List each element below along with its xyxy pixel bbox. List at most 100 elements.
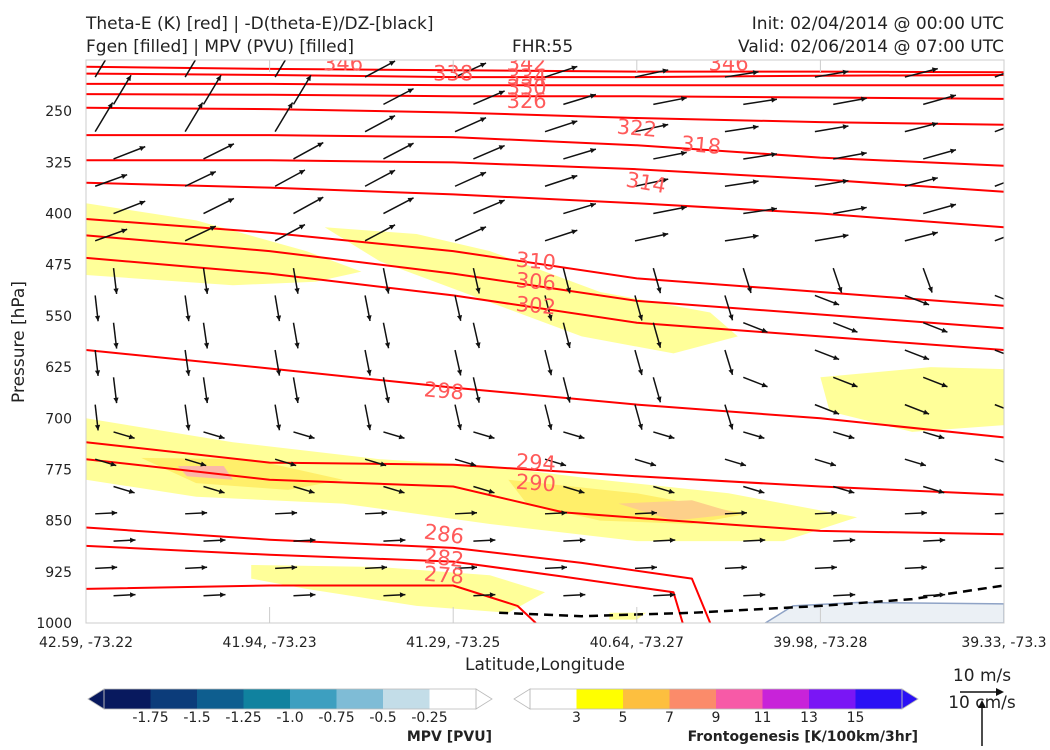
wind-vector <box>274 60 287 78</box>
wind-vector <box>563 93 597 106</box>
wind-vector-head <box>547 314 553 321</box>
wind-vector <box>994 127 1004 133</box>
wind-vector-head <box>561 564 567 571</box>
wind-vector-head <box>215 75 221 82</box>
wind-vector <box>833 97 867 106</box>
colorbar-swatch <box>669 689 717 709</box>
wind-vector-head <box>317 142 324 148</box>
wind-vector <box>383 87 414 106</box>
theta-e-contour <box>86 93 1004 100</box>
theta-e-contour <box>86 72 1004 79</box>
wind-vector <box>994 349 1004 355</box>
valid-time: Valid: 02/06/2014 @ 07:00 UTC <box>738 37 1004 57</box>
colorbar-swatch <box>290 689 337 709</box>
wind-vector <box>184 102 204 133</box>
colorbar-tick-label: 15 <box>847 710 865 726</box>
wind-vector-head <box>185 315 191 322</box>
wind-vector-head <box>941 382 948 388</box>
wind-vector-head <box>1011 565 1017 570</box>
wind-vector-head <box>771 97 777 103</box>
wind-vector-head <box>308 434 315 440</box>
theta-e-label: 322 <box>616 115 658 142</box>
theta-e-contours <box>86 65 1004 623</box>
colorbar-tick-label: 3 <box>572 710 581 726</box>
wind-vector-head <box>94 424 101 431</box>
wind-vector-head <box>480 117 487 123</box>
wind-vector-head <box>209 171 216 177</box>
colorbar-tick-label: 9 <box>712 710 721 726</box>
wind-vector <box>994 512 1004 515</box>
wind-vector-head <box>480 226 487 232</box>
wind-vector-head <box>931 122 938 128</box>
wind-vector <box>994 403 1004 409</box>
wind-vector-head <box>860 205 867 211</box>
wind-vector <box>724 125 759 133</box>
wind-vector-head <box>389 224 396 230</box>
wind-vector-head <box>837 286 843 293</box>
theta-e-label: 290 <box>515 470 557 497</box>
wind-vector <box>1013 92 1045 105</box>
y-tick-label: 250 <box>45 104 72 120</box>
wind-vector <box>94 60 107 78</box>
wind-vector-head <box>488 488 495 494</box>
wind-vector-head <box>380 461 387 467</box>
y-tick-label: 400 <box>45 207 72 223</box>
wind-vector-head <box>758 488 765 494</box>
fgen-colorbar-title: Frontogenesis [K/100km/3hr] <box>688 729 918 745</box>
colorbar-swatch <box>243 689 291 709</box>
colorbar-tick-label: -1.75 <box>132 710 168 726</box>
theta-e-contour <box>86 181 1004 229</box>
colorbar-extend-high <box>475 688 493 710</box>
ref-vector-head <box>996 688 1004 696</box>
wind-vector-head <box>128 434 135 440</box>
wind-vector-head <box>275 315 282 322</box>
wind-vector <box>904 67 938 78</box>
wind-vector <box>563 148 597 160</box>
wind-vector-head <box>1021 64 1027 69</box>
wind-vector-head <box>950 203 956 209</box>
colorbar-extend-low <box>87 688 105 710</box>
wind-vector-head <box>129 592 136 598</box>
axes: 250 325 400 475 550 625 700 775 850 925 1000 42.59,… <box>36 60 1047 651</box>
wind-vector-head <box>578 488 585 494</box>
wind-vector <box>994 294 1004 300</box>
wind-vector-head <box>1018 286 1023 292</box>
reference-vectors: 10 m/s10 cm/s <box>948 666 1016 746</box>
theta-e-label: 346 <box>323 51 363 75</box>
fgen-fill-region <box>251 565 545 613</box>
wind-vector-head <box>290 461 297 467</box>
wind-vector-head <box>547 423 553 430</box>
wind-vector-head <box>200 461 207 467</box>
wind-vector-head <box>139 200 146 206</box>
wind-vector-head <box>113 288 119 294</box>
wind-vector-head <box>475 396 481 403</box>
wind-vector-head <box>589 202 596 208</box>
wind-vector-head <box>842 124 849 130</box>
x-tick-label: 40.64, -73.27 <box>590 635 684 651</box>
wind-vector <box>634 123 669 133</box>
x-tick-label: 39.98, -73.28 <box>773 635 867 651</box>
wind-vector <box>743 98 778 106</box>
theta-e-contour <box>86 106 1004 126</box>
wind-vector-head <box>139 146 146 152</box>
wind-vector-head <box>1039 146 1045 151</box>
wind-vector-head <box>849 592 856 598</box>
wind-vector-head <box>771 206 777 212</box>
wind-vector-head <box>651 564 657 571</box>
wind-vector <box>544 65 578 78</box>
wind-vector-head <box>94 315 101 322</box>
wind-vector <box>994 72 1004 78</box>
wind-vector-head <box>480 172 487 177</box>
wind-vector <box>94 102 114 133</box>
wind-vector-head <box>637 369 643 376</box>
wind-vector-head <box>740 461 747 467</box>
y-tick-label: 475 <box>45 258 72 274</box>
theta-e-contour <box>86 65 1004 74</box>
wind-vector-head <box>752 70 759 76</box>
colorbar-swatch <box>530 689 577 709</box>
wind-vector-head <box>480 62 487 68</box>
wind-vector-head <box>921 564 927 571</box>
theta-e-label: 318 <box>680 132 722 159</box>
wind-vector-head <box>203 397 210 404</box>
